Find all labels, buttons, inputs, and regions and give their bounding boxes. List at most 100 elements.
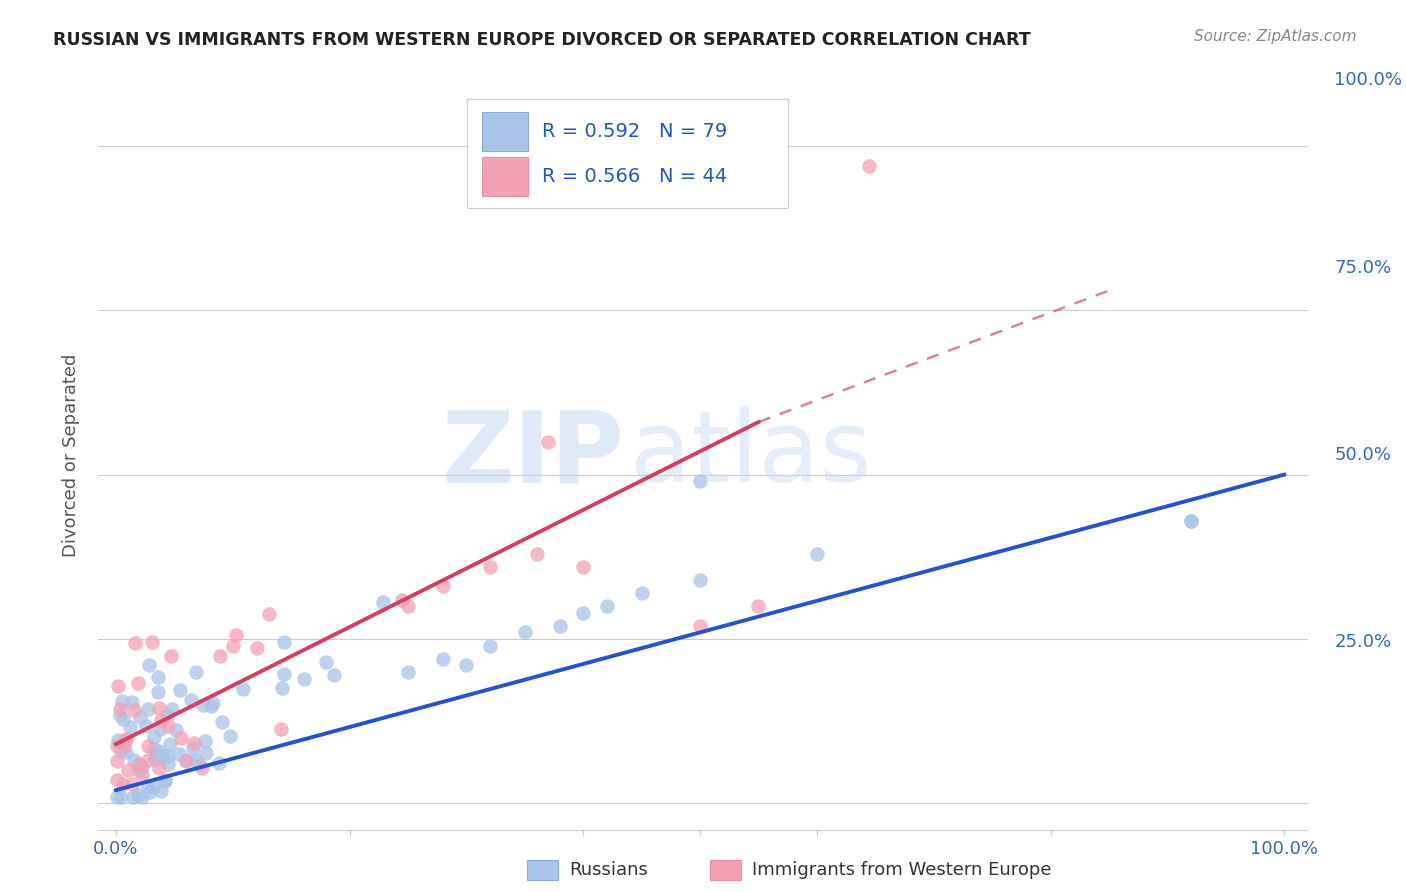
Point — [513, 625, 536, 640]
Point — [160, 648, 183, 663]
Point — [117, 763, 139, 777]
Point — [1180, 514, 1202, 528]
Point — [232, 681, 254, 696]
Point — [183, 737, 205, 751]
Point — [202, 696, 225, 710]
Text: Russians: Russians — [569, 861, 648, 879]
Point — [315, 655, 337, 669]
Point — [118, 720, 141, 734]
Point — [211, 714, 233, 729]
Point — [184, 753, 207, 767]
Point — [195, 746, 218, 760]
Point — [219, 729, 242, 743]
Point — [142, 742, 165, 756]
Point — [323, 667, 346, 681]
Text: 75.0%: 75.0% — [1334, 259, 1392, 277]
Point — [148, 761, 170, 775]
Point — [157, 718, 180, 732]
Point — [432, 651, 454, 665]
Text: RUSSIAN VS IMMIGRANTS FROM WESTERN EUROPE DIVORCED OR SEPARATED CORRELATION CHAR: RUSSIAN VS IMMIGRANTS FROM WESTERN EUROP… — [53, 31, 1031, 49]
Point — [747, 599, 769, 613]
Point — [150, 784, 173, 798]
Point — [149, 722, 172, 736]
Point — [689, 573, 711, 587]
Point — [273, 635, 295, 649]
Text: R = 0.592   N = 79: R = 0.592 N = 79 — [543, 122, 727, 142]
Point — [149, 714, 172, 728]
Point — [138, 739, 160, 753]
Point — [167, 747, 190, 761]
Point — [124, 753, 146, 767]
Point — [257, 607, 280, 622]
Point — [138, 785, 160, 799]
Point — [180, 693, 202, 707]
Point — [188, 756, 211, 771]
Point — [806, 547, 828, 561]
Point — [127, 676, 149, 690]
Point — [396, 665, 419, 679]
Point — [174, 755, 197, 769]
Point — [107, 733, 129, 747]
Point — [112, 776, 135, 790]
Point — [478, 559, 501, 574]
Point — [1180, 514, 1202, 528]
Point — [105, 754, 128, 768]
Point — [110, 789, 132, 804]
Point — [165, 723, 187, 737]
Point — [208, 648, 231, 663]
Point — [572, 559, 595, 574]
Point — [432, 579, 454, 593]
Point — [271, 681, 294, 696]
Point — [270, 723, 292, 737]
Point — [157, 708, 180, 723]
Point — [110, 693, 132, 707]
Point — [630, 586, 652, 600]
Point — [110, 701, 132, 715]
Point — [145, 747, 167, 761]
Point — [186, 665, 208, 680]
Bar — [482, 112, 527, 152]
Point — [156, 756, 179, 771]
Point — [112, 739, 135, 753]
Point — [142, 780, 165, 794]
Point — [138, 658, 160, 673]
Point — [131, 760, 153, 774]
Point — [176, 753, 198, 767]
Point — [138, 780, 160, 794]
Point — [595, 599, 617, 613]
Point — [191, 698, 214, 712]
Point — [143, 752, 166, 766]
Point — [141, 634, 163, 648]
Point — [170, 731, 193, 746]
Point — [143, 731, 166, 745]
Point — [689, 474, 711, 488]
Point — [572, 606, 595, 620]
Text: ZIP: ZIP — [441, 407, 624, 503]
Point — [548, 619, 571, 633]
Text: 100.0%: 100.0% — [1334, 71, 1402, 89]
Point — [194, 734, 217, 748]
Point — [108, 708, 131, 723]
Point — [124, 636, 146, 650]
Point — [273, 666, 295, 681]
Point — [169, 682, 191, 697]
Y-axis label: Divorced or Separated: Divorced or Separated — [62, 353, 80, 557]
Point — [105, 739, 128, 753]
Point — [222, 640, 245, 654]
Text: Immigrants from Western Europe: Immigrants from Western Europe — [752, 861, 1052, 879]
Point — [115, 745, 138, 759]
Point — [152, 749, 174, 764]
Text: R = 0.566   N = 44: R = 0.566 N = 44 — [543, 168, 727, 186]
Point — [160, 701, 183, 715]
Point — [127, 788, 149, 802]
Point — [121, 695, 143, 709]
Text: atlas: atlas — [630, 407, 872, 503]
Point — [128, 763, 150, 777]
Point — [526, 547, 548, 561]
Point — [131, 767, 153, 781]
Point — [136, 702, 159, 716]
Point — [131, 789, 153, 804]
Point — [121, 776, 143, 790]
Point — [153, 774, 176, 789]
Point — [105, 772, 128, 787]
